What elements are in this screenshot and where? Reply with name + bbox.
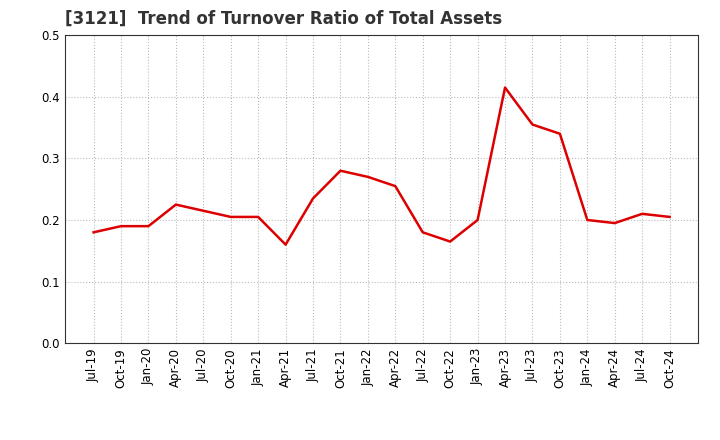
Text: [3121]  Trend of Turnover Ratio of Total Assets: [3121] Trend of Turnover Ratio of Total … bbox=[65, 10, 502, 28]
